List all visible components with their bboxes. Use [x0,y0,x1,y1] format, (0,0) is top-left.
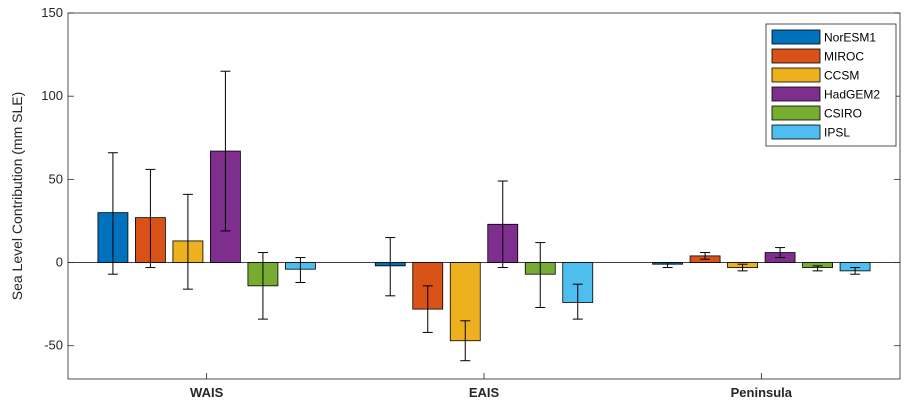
legend-label-miroc: MIROC [824,50,864,64]
legend-label-noresm1: NorESM1 [824,31,876,45]
legend-swatch-miroc [771,48,821,64]
legend-label-hadgem2: HadGEM2 [824,88,880,102]
x-category-label: EAIS [469,385,500,400]
legend-swatch-ccsm [771,67,821,83]
plot-frame [67,12,901,380]
legend-swatch-noresm1 [771,29,821,45]
y-tick-label: 100 [41,88,63,103]
y-tick-label: 50 [49,171,63,186]
legend-swatch-csiro [771,105,821,121]
legend: NorESM1 MIROC CCSM HadGEM2 CSIRO IPSL [765,23,897,147]
y-tick-label: 0 [56,255,63,270]
y-axis-ticks: -50 0 50 100 150 [41,5,900,353]
error-bars [107,70,861,362]
legend-swatch-ipsl [771,124,821,140]
y-tick-label: 150 [41,5,63,20]
legend-label-ccsm: CCSM [824,69,859,83]
y-axis-label: Sea Level Contribution (mm SLE) [9,92,25,301]
x-category-label: WAIS [190,385,224,400]
y-tick-label: -50 [44,338,63,353]
legend-label-ipsl: IPSL [824,126,850,140]
x-axis-categories: WAIS EAIS Peninsula [190,373,793,400]
legend-label-csiro: CSIRO [824,107,862,121]
x-category-label: Peninsula [731,385,793,400]
plot-area [67,12,901,380]
legend-swatch-hadgem2 [771,86,821,102]
